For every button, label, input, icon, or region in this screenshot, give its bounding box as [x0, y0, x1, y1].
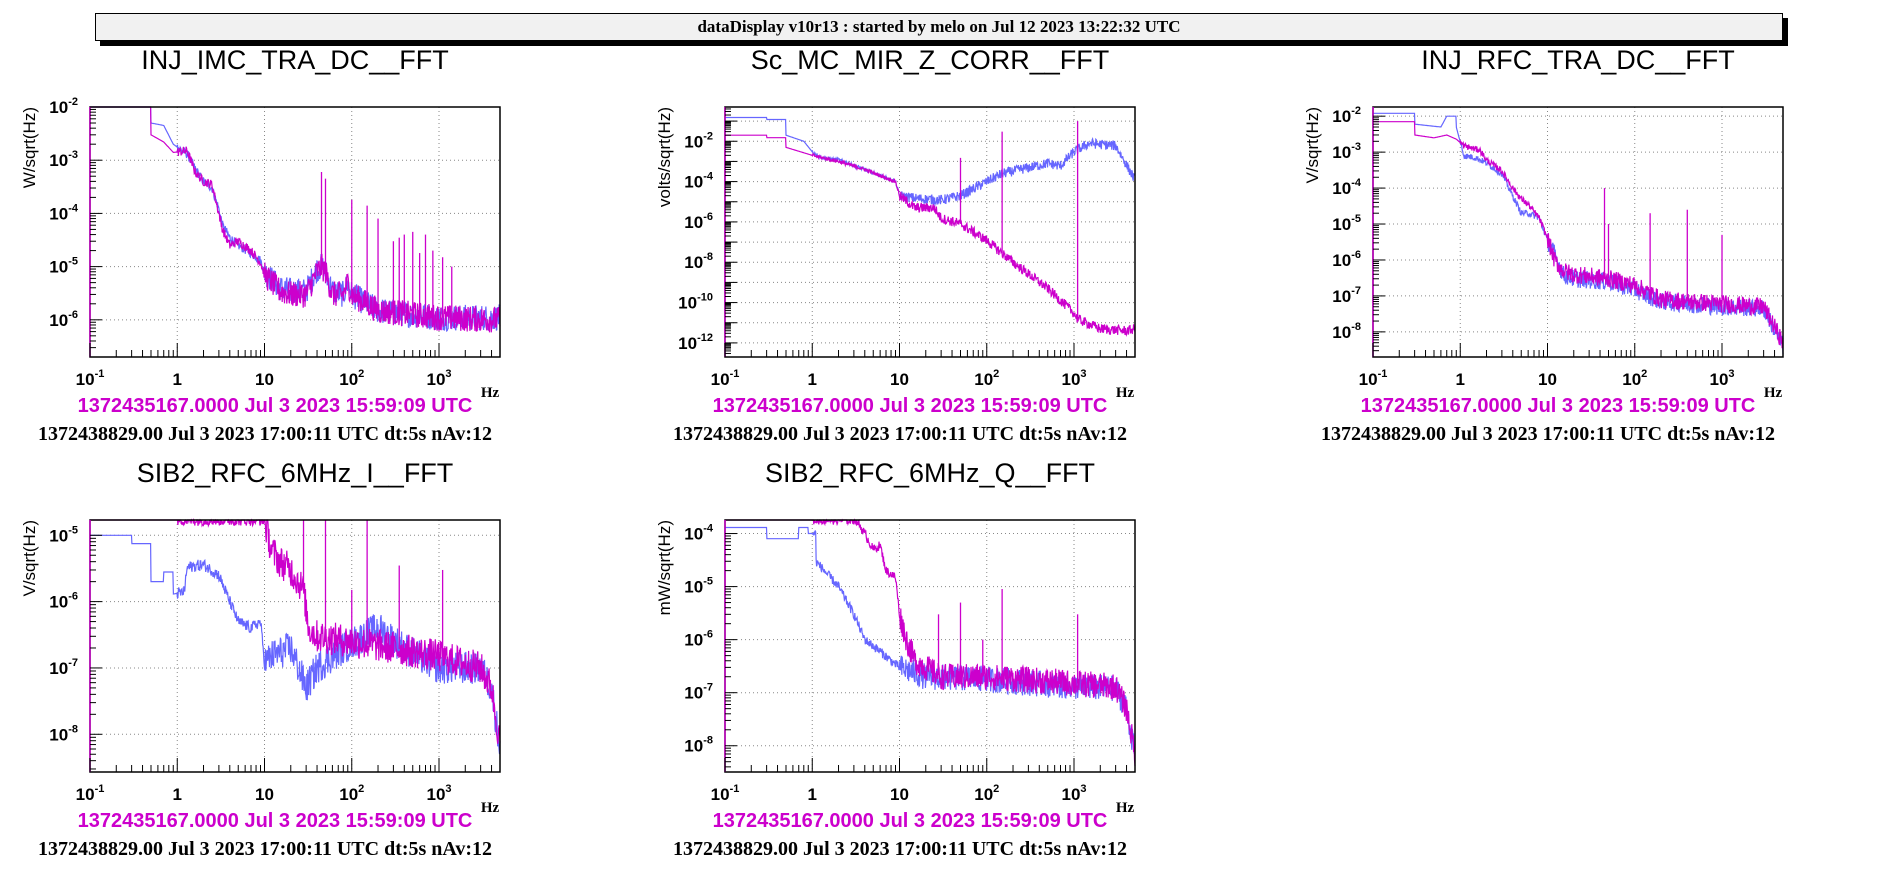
trace-current	[1373, 112, 1784, 355]
app-title-bar: dataDisplay v10r13 : started by melo on …	[95, 13, 1783, 41]
y-tick-label: 10-12	[678, 332, 713, 353]
y-axis-label: mW/sqrt(Hz)	[655, 520, 674, 615]
plot-frame	[724, 106, 1136, 358]
chart-title: INJ_RFC_TRA_DC__FFT	[1421, 45, 1735, 75]
x-axis-unit: Hz	[1764, 385, 1783, 401]
x-axis-unit: Hz	[481, 385, 500, 401]
x-axis-unit: Hz	[1116, 385, 1135, 401]
y-tick-label: 10-6	[684, 629, 713, 650]
chart-panel-3: INJ_RFC_TRA_DC__FFT V/sqrt(Hz) 10-1 1 10 102 1…	[1303, 45, 1784, 445]
x-tick-label: 10	[890, 785, 909, 804]
y-tick-label: 10-6	[1332, 249, 1361, 270]
reference-time-label: 1372435167.0000 Jul 3 2023 15:59:09 UTC	[713, 395, 1108, 417]
chart-panel-2: Sc_MC_MIR_Z_CORR__FFT volts/sqrt(Hz) 10-1 1…	[655, 45, 1136, 445]
reference-time-label: 1372435167.0000 Jul 3 2023 15:59:09 UTC	[1361, 395, 1756, 417]
y-tick-label: 10-5	[49, 524, 78, 545]
y-tick-label: 10-4	[49, 202, 79, 223]
trace-reference	[1373, 121, 1784, 349]
x-tick-label: 103	[1709, 368, 1734, 389]
x-tick-label: 10-1	[711, 368, 740, 389]
chart-title: SIB2_RFC_6MHz_Q__FFT	[765, 458, 1095, 488]
x-tick-label: 1	[1456, 370, 1465, 389]
x-tick-label: 103	[426, 368, 451, 389]
y-tick-label: 10-6	[49, 309, 78, 330]
y-tick-label: 10-2	[49, 96, 78, 117]
y-axis-label: W/sqrt(Hz)	[20, 107, 39, 188]
x-tick-label: 10-1	[711, 783, 740, 804]
reference-time-label: 1372435167.0000 Jul 3 2023 15:59:09 UTC	[713, 810, 1108, 832]
x-tick-label: 10-1	[76, 783, 105, 804]
acquisition-info-label: 1372438829.00 Jul 3 2023 17:00:11 UTC dt…	[38, 838, 492, 860]
chart-panel-1: INJ_IMC_TRA_DC__FFT W/sqrt(Hz) 10-1 1 10 102 1…	[20, 45, 501, 445]
y-tick-label: 10-4	[684, 523, 714, 544]
x-tick-label: 1	[173, 370, 182, 389]
x-tick-label: 102	[974, 368, 999, 389]
y-tick-label: 10-10	[678, 292, 713, 313]
trace-reference	[90, 106, 501, 333]
trace-current	[725, 526, 1136, 754]
x-tick-label: 1	[808, 370, 817, 389]
y-tick-label: 10-7	[684, 682, 713, 703]
chart-title: SIB2_RFC_6MHz_I__FFT	[137, 458, 454, 488]
x-tick-label: 102	[339, 368, 364, 389]
x-tick-label: 102	[1622, 368, 1647, 389]
chart-title: Sc_MC_MIR_Z_CORR__FFT	[751, 45, 1110, 75]
y-tick-label: 10-3	[49, 149, 78, 170]
x-axis-unit: Hz	[481, 800, 500, 816]
x-tick-label: 103	[1061, 368, 1086, 389]
app-title: dataDisplay v10r13 : started by melo on …	[697, 17, 1181, 36]
trace-reference	[90, 517, 501, 744]
acquisition-info-label: 1372438829.00 Jul 3 2023 17:00:11 UTC dt…	[673, 423, 1127, 445]
plot-frame	[1372, 106, 1784, 358]
y-tick-label: 10-8	[1332, 321, 1361, 342]
y-tick-label: 10-8	[684, 735, 713, 756]
y-tick-label: 10-5	[49, 256, 78, 277]
acquisition-info-label: 1372438829.00 Jul 3 2023 17:00:11 UTC dt…	[38, 423, 492, 445]
x-tick-label: 10	[255, 785, 274, 804]
y-tick-label: 10-6	[49, 591, 78, 612]
acquisition-info-label: 1372438829.00 Jul 3 2023 17:00:11 UTC dt…	[1321, 423, 1775, 445]
acquisition-info-label: 1372438829.00 Jul 3 2023 17:00:11 UTC dt…	[673, 838, 1127, 860]
x-tick-label: 102	[339, 783, 364, 804]
y-tick-label: 10-4	[1332, 177, 1362, 198]
x-tick-label: 103	[1061, 783, 1086, 804]
x-tick-label: 10	[1538, 370, 1557, 389]
y-tick-label: 10-8	[684, 251, 713, 272]
chart-title: INJ_IMC_TRA_DC__FFT	[141, 45, 449, 75]
y-tick-label: 10-2	[1332, 105, 1361, 126]
x-tick-label: 102	[974, 783, 999, 804]
reference-time-label: 1372435167.0000 Jul 3 2023 15:59:09 UTC	[78, 810, 473, 832]
x-tick-label: 10	[890, 370, 909, 389]
x-tick-label: 1	[173, 785, 182, 804]
y-tick-label: 10-2	[684, 130, 713, 151]
x-tick-label: 1	[808, 785, 817, 804]
trace-current	[725, 116, 1136, 207]
chart-panel-4: SIB2_RFC_6MHz_I__FFT V/sqrt(Hz) 10-1 1 10 102…	[20, 458, 501, 860]
plot-frame	[724, 519, 1136, 773]
trace-reference	[725, 134, 1136, 337]
y-tick-label: 10-6	[684, 211, 713, 232]
y-axis-label: V/sqrt(Hz)	[1303, 107, 1322, 184]
y-axis-label: volts/sqrt(Hz)	[655, 107, 674, 207]
y-tick-label: 10-4	[684, 171, 714, 192]
y-tick-label: 10-3	[1332, 141, 1361, 162]
y-tick-label: 10-8	[49, 723, 78, 744]
chart-panel-5: SIB2_RFC_6MHz_Q__FFT mW/sqrt(Hz) 10-1 1 10 10…	[655, 458, 1136, 860]
y-tick-label: 10-7	[1332, 285, 1361, 306]
y-tick-label: 10-5	[684, 576, 713, 597]
x-tick-label: 10-1	[1359, 368, 1388, 389]
y-tick-label: 10-7	[49, 657, 78, 678]
trace-current	[90, 534, 501, 755]
y-tick-label: 10-5	[1332, 213, 1361, 234]
x-axis-unit: Hz	[1116, 800, 1135, 816]
x-tick-label: 10	[255, 370, 274, 389]
reference-time-label: 1372435167.0000 Jul 3 2023 15:59:09 UTC	[78, 395, 473, 417]
y-axis-label: V/sqrt(Hz)	[20, 520, 39, 597]
x-tick-label: 103	[426, 783, 451, 804]
trace-reference	[725, 518, 1136, 767]
x-tick-label: 10-1	[76, 368, 105, 389]
